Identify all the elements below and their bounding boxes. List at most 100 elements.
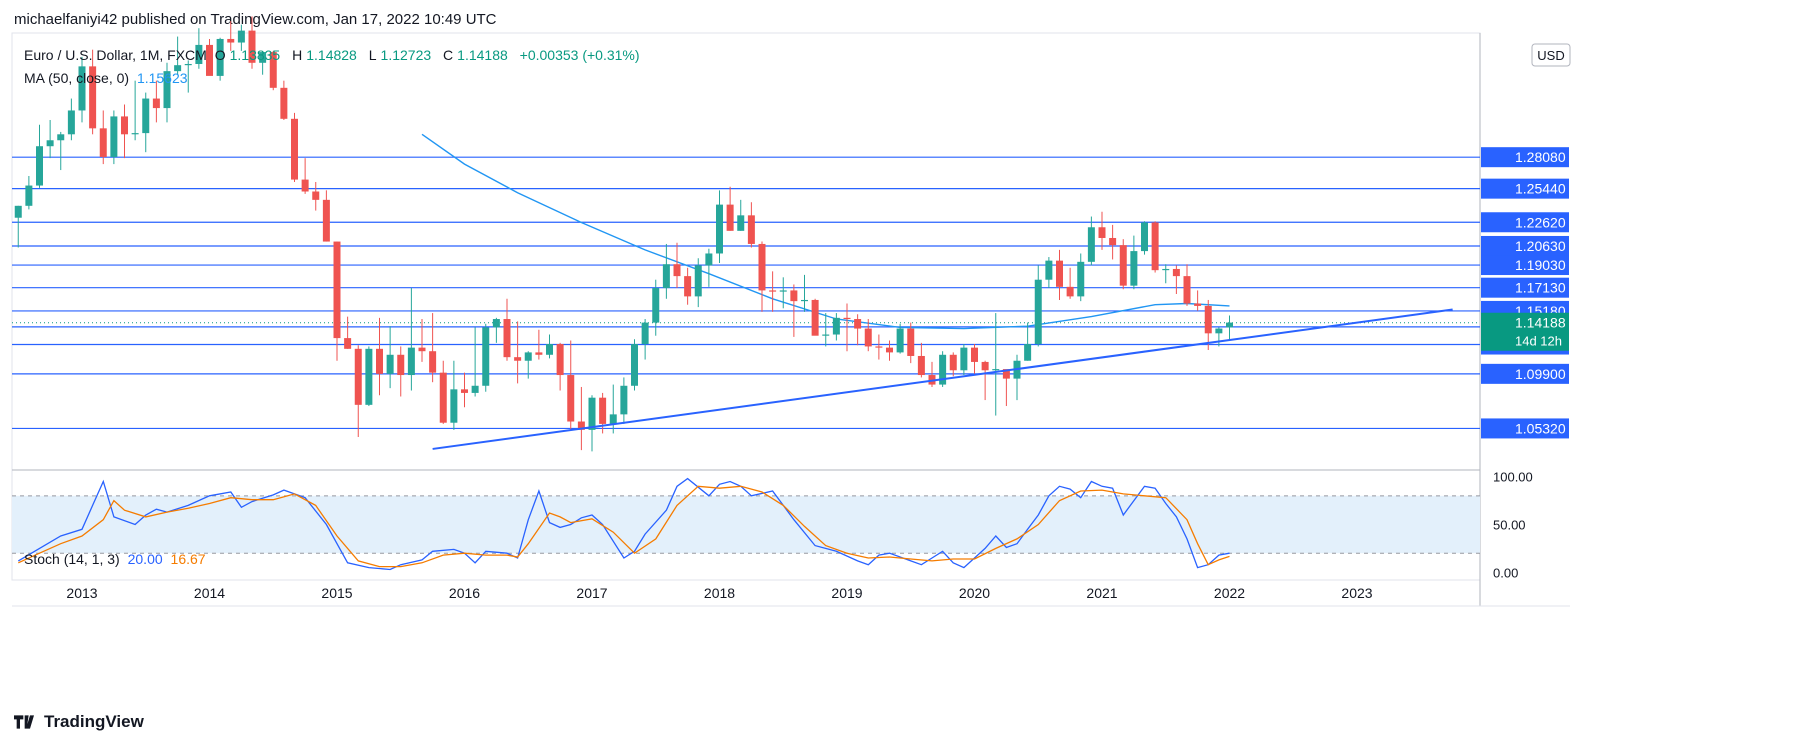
candle — [121, 104, 128, 159]
candle-body — [726, 204, 734, 231]
candle — [641, 319, 649, 360]
time-axis-label: 2013 — [66, 585, 97, 601]
tradingview-logo[interactable]: TradingView — [14, 712, 144, 732]
candle — [152, 80, 160, 123]
candle — [184, 60, 192, 93]
candle — [971, 344, 978, 374]
candle-body — [376, 348, 383, 374]
candle-body — [599, 397, 607, 424]
price-level-label: 1.25440 — [1481, 178, 1569, 199]
tradingview-icon — [14, 715, 34, 729]
candle — [269, 50, 277, 91]
candle — [684, 267, 692, 305]
candle — [312, 181, 320, 211]
candle-body — [631, 344, 638, 386]
candle-body — [248, 30, 256, 63]
candle-body — [280, 87, 288, 119]
candle-body — [269, 52, 277, 88]
candle-body — [684, 276, 692, 297]
price-level-label: 1.17130 — [1481, 277, 1569, 298]
candle — [174, 36, 182, 75]
candle — [344, 316, 352, 349]
candle-body — [1109, 237, 1117, 246]
candle-body — [896, 328, 904, 353]
candle-body — [556, 344, 564, 376]
price-level-badge — [1481, 255, 1569, 276]
time-axis-label: 2017 — [576, 585, 607, 601]
candle-body — [344, 338, 352, 349]
currency-badge — [1531, 43, 1571, 67]
candle-body — [577, 421, 585, 430]
candle-body — [971, 347, 978, 362]
high-label: H — [292, 47, 303, 63]
candle-body — [482, 327, 490, 386]
candle-body — [14, 205, 22, 218]
time-axis-label: 2022 — [1214, 585, 1245, 601]
price-level-text: 1.19030 — [1515, 257, 1566, 273]
candle — [535, 329, 543, 360]
candle — [1066, 267, 1074, 299]
countdown-text: 14d 12h — [1515, 334, 1562, 349]
trendline[interactable] — [432, 308, 1453, 450]
candle — [291, 112, 298, 182]
candle-body — [609, 414, 617, 424]
candle — [790, 284, 798, 337]
candle-body — [939, 354, 947, 385]
candle — [801, 274, 808, 312]
candle — [57, 131, 65, 171]
ma-legend[interactable]: MA (50, close, 0) 1.15623 — [24, 70, 192, 86]
candle-body — [184, 63, 192, 66]
symbol-title[interactable]: Euro / U.S. Dollar, 1M, FXCM — [24, 47, 207, 63]
candle-body — [1077, 261, 1085, 297]
candle — [960, 344, 968, 376]
candle-body — [1098, 227, 1106, 238]
candle-body — [652, 288, 660, 323]
price-level-label: 1.09900 — [1481, 363, 1569, 384]
stoch-axis-label: 0.00 — [1493, 565, 1518, 580]
high-value: 1.14828 — [306, 47, 357, 63]
candle-body — [418, 347, 426, 352]
candle-body — [89, 66, 97, 129]
candle-body — [450, 389, 458, 423]
candle-body — [758, 243, 766, 291]
candle — [981, 360, 989, 401]
candle-body — [801, 299, 808, 302]
candle — [67, 98, 75, 141]
candle-body — [429, 351, 437, 373]
candle — [716, 190, 723, 264]
candle — [1162, 264, 1170, 284]
candle-body — [322, 199, 330, 242]
candle-body — [1172, 268, 1180, 277]
candle — [662, 243, 670, 299]
candle — [588, 395, 596, 452]
ascending-trendline — [432, 308, 1453, 450]
candle — [567, 340, 575, 430]
candle — [78, 56, 86, 123]
candle — [280, 80, 288, 120]
candle-body — [1183, 276, 1191, 304]
candle-body — [811, 299, 819, 336]
candle — [609, 384, 617, 434]
stoch-legend[interactable]: Stoch (14, 1, 3) 20.00 16.67 — [24, 551, 210, 567]
currency-text: USD — [1537, 48, 1564, 63]
stoch-k-value: 20.00 — [127, 551, 163, 567]
change-value: +0.00353 (+0.31%) — [519, 47, 640, 63]
axes[interactable]: 2013 2014 2015 2016 2017 2018 2019 2020 2021 2022… — [66, 470, 1532, 601]
price-level-text: 1.05320 — [1515, 420, 1566, 436]
candle — [620, 377, 628, 424]
candle — [843, 303, 851, 352]
grid-layer — [11, 32, 1570, 607]
candle-body — [152, 98, 160, 109]
open-value: 1.13835 — [229, 47, 281, 63]
candle-body — [1066, 286, 1074, 297]
candle — [227, 21, 235, 51]
stoch-k-line — [17, 477, 1230, 571]
candle-body — [461, 389, 468, 393]
candle — [397, 346, 405, 397]
candle-body — [567, 375, 575, 422]
candle — [14, 205, 22, 248]
candle — [577, 386, 585, 451]
candle-body — [57, 134, 65, 141]
candle-body — [854, 319, 862, 329]
